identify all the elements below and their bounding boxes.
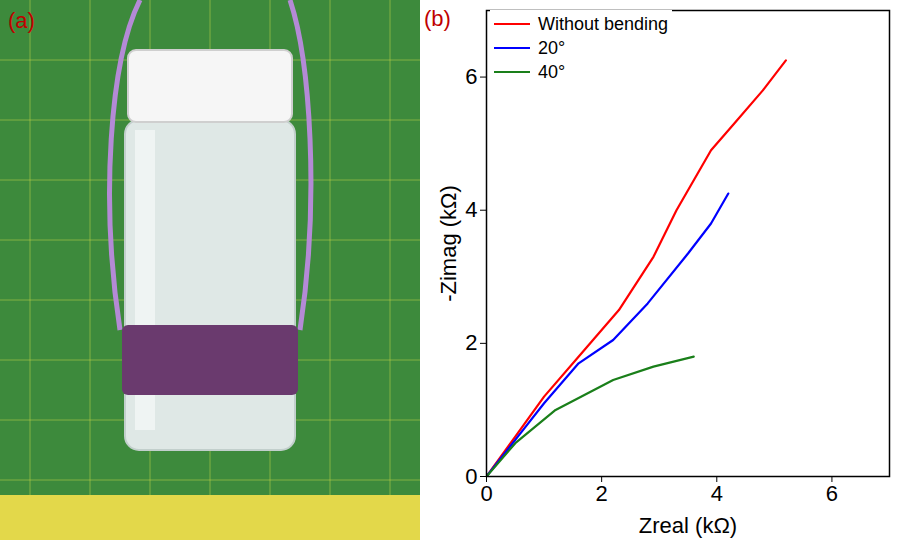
html-text:40°: 40° xyxy=(538,61,566,82)
svg-text:4: 4 xyxy=(711,481,723,506)
html-text:Without bending: Without bending xyxy=(538,13,669,34)
html-text:(b): (b) xyxy=(424,6,451,31)
svg-text:6: 6 xyxy=(465,64,477,89)
html-text:20°: 20° xyxy=(538,37,566,58)
svg-text:(a): (a) xyxy=(8,8,35,33)
svg-text:2: 2 xyxy=(465,330,477,355)
svg-text:0: 0 xyxy=(480,481,492,506)
svg-text:-Zimag (kΩ): -Zimag (kΩ) xyxy=(436,185,461,302)
svg-text:2: 2 xyxy=(596,481,608,506)
svg-text:4: 4 xyxy=(465,197,477,222)
svg-text:0: 0 xyxy=(465,464,477,489)
svg-text:Zreal (kΩ): Zreal (kΩ) xyxy=(639,513,737,538)
svg-text:6: 6 xyxy=(826,481,838,506)
